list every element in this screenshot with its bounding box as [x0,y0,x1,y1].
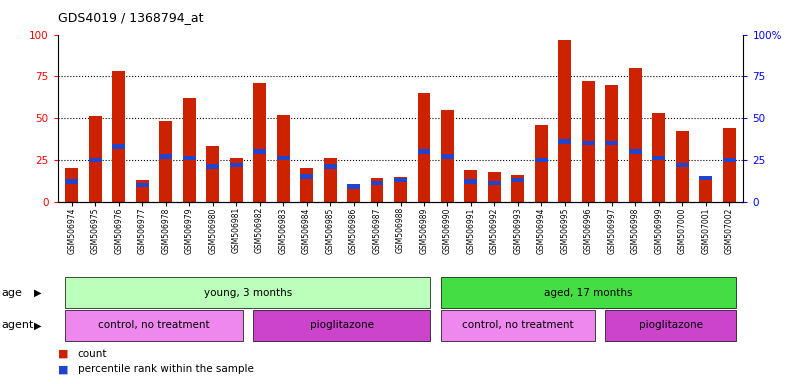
Bar [159,154,172,159]
Bar [488,172,501,202]
Bar [159,121,172,202]
Bar [652,156,666,160]
Bar [253,149,266,154]
Bar [394,177,407,202]
Bar [441,310,595,341]
Bar [417,149,430,154]
Bar [699,176,712,180]
Bar [676,163,689,167]
Bar [276,115,289,202]
Text: young, 3 months: young, 3 months [203,288,292,298]
Bar [230,163,243,167]
Bar [253,83,266,202]
Bar [300,168,313,202]
Bar [347,185,360,202]
Text: aged, 17 months: aged, 17 months [544,288,633,298]
Bar [112,71,125,202]
Bar [324,158,336,202]
Bar [230,158,243,202]
Bar [441,110,454,202]
Bar [135,180,149,202]
Bar [582,81,595,202]
Text: GDS4019 / 1368794_at: GDS4019 / 1368794_at [58,12,203,25]
Text: agent: agent [2,320,34,331]
Text: ▶: ▶ [34,288,41,298]
Bar [253,310,430,341]
Bar [558,139,571,144]
Bar [558,40,571,202]
Bar [441,154,454,159]
Bar [465,179,477,184]
Text: control, no treatment: control, no treatment [99,320,210,331]
Bar [535,125,548,202]
Text: control, no treatment: control, no treatment [462,320,574,331]
Text: ■: ■ [58,349,68,359]
Bar [723,158,735,162]
Bar [512,175,525,202]
Bar [324,164,336,169]
Bar [629,149,642,154]
Bar [488,181,501,185]
Bar [606,141,618,145]
Text: age: age [2,288,22,298]
Bar [723,128,735,202]
Text: pioglitazone: pioglitazone [310,320,374,331]
Bar [606,84,618,202]
Bar [394,178,407,182]
Bar [512,178,525,182]
Bar [206,146,219,202]
Text: ■: ■ [58,364,68,374]
Bar [699,180,712,202]
Bar [89,158,102,162]
Text: ▶: ▶ [34,320,41,331]
Bar [300,174,313,179]
Bar [135,183,149,187]
Bar [89,116,102,202]
Text: percentile rank within the sample: percentile rank within the sample [78,364,254,374]
Bar [347,184,360,189]
Bar [276,156,289,160]
Bar [441,277,735,308]
Bar [652,113,666,202]
Bar [66,310,243,341]
Bar [629,68,642,202]
Bar [206,164,219,169]
Bar [371,181,384,185]
Bar [465,170,477,202]
Bar [183,98,195,202]
Text: pioglitazone: pioglitazone [638,320,702,331]
Bar [66,277,430,308]
Bar [676,131,689,202]
Bar [417,93,430,202]
Bar [183,156,195,160]
Bar [66,179,78,184]
Text: count: count [78,349,107,359]
Bar [535,158,548,162]
Bar [66,168,78,202]
Bar [112,144,125,149]
Bar [371,178,384,202]
Bar [606,310,735,341]
Bar [582,141,595,145]
